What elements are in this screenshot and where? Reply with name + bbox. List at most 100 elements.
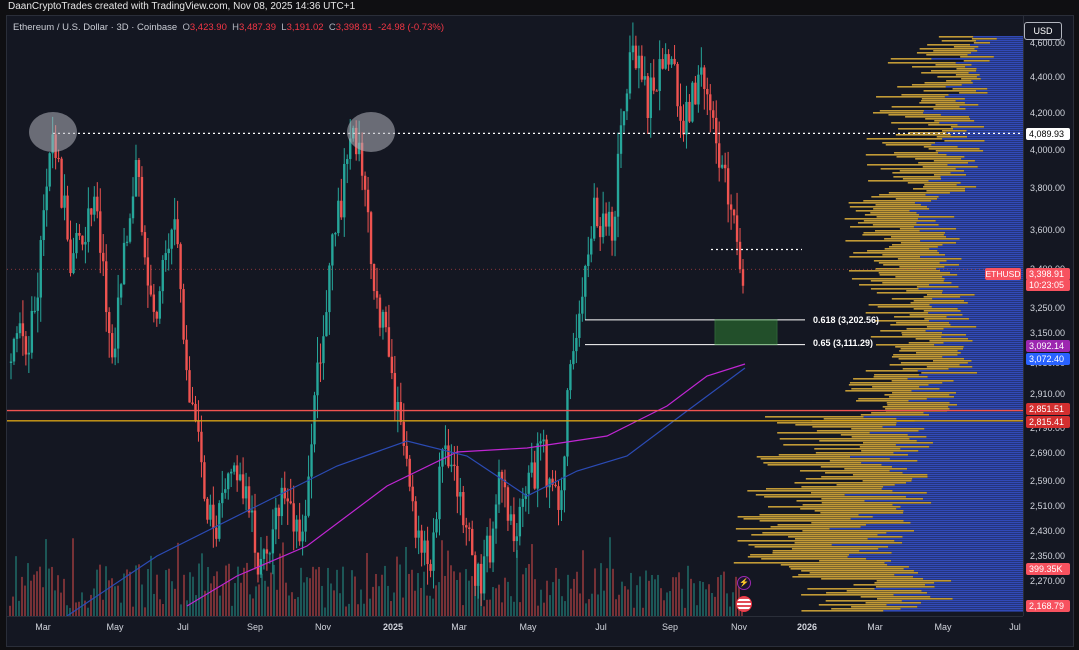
us-flag-icon[interactable]	[736, 596, 752, 612]
volume-profile-bar-up	[814, 448, 901, 450]
candle-body	[164, 253, 167, 260]
volume-profile-bar-down	[942, 138, 1023, 140]
price-scale[interactable]: USD 4,600.00 4,400.00 4,200.00 4,000.00 …	[1023, 16, 1073, 616]
volume-profile-bar-up	[764, 496, 906, 498]
volume-profile-bar-down	[960, 352, 1023, 354]
volume-profile-bar-down	[900, 506, 1023, 508]
volume-profile-bar-down	[942, 356, 1023, 358]
volume-profile-bar-up	[860, 596, 931, 598]
volume-profile-bar-up	[791, 548, 879, 550]
volume-profile-bar-up	[909, 314, 963, 316]
chart-canvas[interactable]	[7, 16, 1023, 616]
volume-profile-bar-up	[865, 312, 929, 314]
highlight-circle	[347, 112, 395, 152]
volume-profile-bar-up	[923, 186, 977, 188]
volume-profile-bar-up	[751, 534, 878, 536]
candle-body	[122, 242, 126, 285]
volume-bar	[111, 578, 113, 616]
volume-bar	[93, 588, 95, 616]
volume-profile-bar-up	[852, 474, 928, 476]
volume-bar	[441, 540, 443, 616]
volume-profile-bar-up	[845, 240, 921, 242]
volume-profile-bar-up	[762, 532, 887, 534]
candle-body	[173, 219, 176, 230]
time-axis[interactable]: Mar May Jul Sep Nov 2025 Mar May Jul Sep…	[7, 616, 1023, 646]
volume-profile-bar-up	[865, 602, 922, 604]
volume-profile-bar-down	[979, 148, 1023, 150]
candle-body	[631, 45, 635, 53]
volume-bar	[207, 567, 209, 616]
candle-body	[18, 323, 22, 334]
volume-profile-bar-down	[881, 464, 1023, 466]
candle-body	[423, 540, 426, 553]
candle-body	[643, 76, 647, 80]
volume-profile-bar-down	[968, 318, 1023, 320]
candle-body	[512, 514, 516, 542]
lightning-icon[interactable]: ⚡	[737, 576, 751, 590]
high-value: 3,487.39	[239, 22, 276, 33]
volume-bar	[447, 550, 449, 616]
chart-frame[interactable]: Ethereum / U.S. Dollar · 3D · Coinbase O…	[6, 15, 1074, 647]
volume-profile-bar-up	[831, 608, 901, 610]
volume-profile-bar-down	[966, 130, 1023, 132]
volume-profile-bar-down	[919, 230, 1023, 232]
candle-body	[590, 238, 593, 255]
volume-profile-bar-up	[759, 514, 859, 516]
volume-profile-bar-up	[882, 142, 936, 144]
price-tick: 4,600.00	[1030, 38, 1066, 48]
candle-body	[60, 158, 63, 208]
volume-profile-bar-down	[946, 316, 1023, 318]
volume-bar	[678, 572, 680, 616]
volume-bar	[639, 576, 641, 616]
close-label: C	[328, 22, 336, 33]
volume-profile-bar-down	[921, 590, 1023, 592]
volume-profile-bar-down	[942, 382, 1023, 384]
currency-button[interactable]: USD	[1024, 22, 1062, 40]
volume-bar	[84, 600, 86, 616]
volume-bar	[264, 580, 266, 616]
volume-bar	[222, 584, 224, 616]
volume-profile-bar-up	[944, 140, 985, 142]
volume-bar	[324, 607, 326, 616]
time-tick: May	[934, 622, 952, 632]
volume-bar	[534, 579, 536, 616]
candle-body	[587, 254, 590, 266]
candle-body	[622, 111, 626, 126]
volume-profile-bar-down	[960, 296, 1023, 298]
volume-bar	[276, 589, 278, 616]
volume-bar	[654, 579, 656, 616]
volume-bar	[240, 582, 242, 616]
volume-profile-bar-up	[855, 210, 910, 212]
volume-profile-bar-up	[748, 544, 832, 546]
volume-profile-bar-up	[846, 590, 922, 592]
volume-profile-bar-down	[946, 260, 1023, 262]
volume-profile-bar-up	[899, 170, 965, 172]
volume-profile-bar-down	[954, 396, 1023, 398]
volume-profile-bar-up	[893, 176, 941, 178]
volume-profile-bar-up	[761, 558, 867, 560]
volume-bar	[450, 565, 452, 616]
volume-bar	[381, 574, 383, 616]
volume-profile-bar-up	[820, 512, 904, 514]
volume-badge: 399.35K	[1026, 563, 1070, 575]
volume-bar	[540, 589, 542, 616]
volume-profile-bar-up	[885, 144, 932, 146]
volume-profile-bar-up	[882, 254, 946, 256]
volume-profile-bar-down	[983, 150, 1023, 152]
volume-bar	[303, 582, 305, 616]
volume-bar	[519, 602, 521, 616]
volume-profile-bar-up	[865, 154, 947, 156]
volume-bar	[600, 563, 602, 616]
price-tick: 2,790.00	[1030, 423, 1066, 433]
volume-profile-bar-down	[907, 434, 1023, 436]
candle-body	[646, 76, 649, 118]
volume-profile-bar-up	[900, 348, 964, 350]
volume-bar	[27, 563, 29, 616]
volume-profile-bar-down	[974, 160, 1023, 162]
candle-body	[637, 55, 641, 69]
volume-profile-bar-down	[964, 170, 1023, 172]
candle-body	[604, 213, 608, 227]
volume-bar	[405, 546, 407, 616]
candle-body	[384, 311, 388, 328]
candle-body	[360, 142, 364, 176]
